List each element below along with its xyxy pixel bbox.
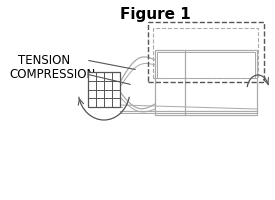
- Bar: [155, 50, 257, 115]
- Bar: [153, 28, 258, 78]
- Text: COMPRESSION: COMPRESSION: [9, 68, 95, 80]
- Bar: [157, 52, 255, 78]
- Text: Figure 1: Figure 1: [120, 7, 190, 22]
- Bar: [148, 22, 264, 82]
- Text: TENSION: TENSION: [18, 53, 70, 66]
- Bar: [88, 72, 120, 107]
